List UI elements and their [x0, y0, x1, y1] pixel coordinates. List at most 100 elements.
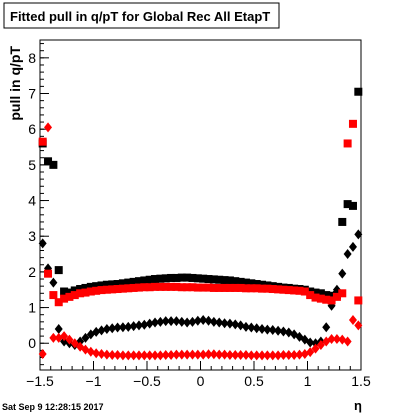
data-point-diamond [38, 348, 47, 359]
y-tick-label: 1 [28, 300, 36, 316]
data-point-diamond [156, 316, 165, 327]
data-point-square [134, 283, 143, 292]
data-point-diamond [332, 333, 341, 344]
data-point-diamond [177, 349, 186, 360]
data-point-square [188, 273, 197, 282]
data-point-square [311, 288, 320, 297]
data-point-square [236, 283, 245, 292]
data-point-diamond [38, 238, 47, 249]
x-tick-label: 0 [197, 373, 205, 389]
data-point-diamond [231, 319, 240, 330]
data-point-square [60, 287, 69, 296]
data-point-square [311, 293, 320, 302]
data-point-square [151, 282, 160, 291]
data-point-square [54, 266, 63, 275]
data-point-diamond [167, 316, 176, 327]
data-point-square [316, 294, 325, 303]
data-point-square [322, 291, 331, 300]
data-point-diamond [113, 322, 122, 333]
y-tick-label: 2 [28, 264, 36, 280]
data-point-square [49, 291, 58, 300]
data-point-square [113, 285, 122, 294]
data-point-square [92, 282, 101, 291]
title-box [3, 2, 280, 29]
y-tick-label: 4 [28, 193, 36, 209]
data-point-square [258, 284, 267, 293]
data-point-diamond [124, 321, 133, 332]
x-axis-label: η [354, 398, 362, 413]
data-point-diamond [241, 321, 250, 332]
data-point-diamond [204, 315, 213, 326]
data-point-square [172, 273, 181, 282]
data-point-diamond [343, 249, 352, 260]
data-point-square [81, 283, 90, 292]
data-point-square [60, 294, 69, 303]
data-point-diamond [183, 349, 192, 360]
data-point-square [268, 285, 277, 294]
data-point-square [204, 275, 213, 284]
data-point-square [284, 286, 293, 295]
data-point-square [274, 285, 283, 294]
data-point-square [97, 281, 106, 290]
data-point-diamond [247, 350, 256, 361]
data-point-square [70, 286, 79, 295]
x-tick-label: −0.5 [133, 373, 161, 389]
y-axis-label: pull in q/pT [7, 46, 23, 121]
data-point-square [86, 282, 95, 291]
data-point-square [167, 273, 176, 282]
data-point-square [231, 277, 240, 286]
data-point-diamond [102, 349, 111, 360]
data-point-diamond [338, 268, 347, 279]
data-point-square [188, 283, 197, 292]
data-point-square [247, 279, 256, 288]
data-point-diamond [49, 332, 58, 343]
data-point-diamond [134, 320, 143, 331]
data-point-diamond [183, 317, 192, 328]
data-point-square [44, 157, 53, 166]
data-point-diamond [274, 350, 283, 361]
data-point-square [252, 280, 261, 289]
data-point-square [204, 283, 213, 292]
data-point-diamond [274, 325, 283, 336]
data-point-diamond [118, 350, 127, 361]
data-point-diamond [268, 325, 277, 336]
data-point-diamond [263, 350, 272, 361]
data-point-square [102, 280, 111, 289]
data-point-square [161, 282, 170, 291]
data-point-square [65, 292, 74, 301]
data-point-diamond [140, 319, 149, 330]
data-point-diamond [49, 277, 58, 288]
data-point-diamond [129, 321, 138, 332]
data-point-square [220, 283, 229, 292]
data-point-diamond [172, 316, 181, 327]
data-point-square [183, 273, 192, 282]
data-point-square [124, 278, 133, 287]
data-point-diamond [348, 315, 357, 326]
data-point-diamond [204, 349, 213, 360]
data-point-square [151, 275, 160, 284]
data-point-diamond [81, 332, 90, 343]
data-point-square [322, 295, 331, 304]
data-point-diamond [316, 340, 325, 351]
data-point-diamond [231, 350, 240, 361]
data-point-square [348, 201, 357, 210]
data-point-square [81, 288, 90, 297]
data-point-diamond [241, 350, 250, 361]
timestamp-footer: Sat Sep 9 12:28:15 2017 [2, 402, 104, 412]
data-point-diamond [188, 349, 197, 360]
data-point-square [348, 119, 357, 128]
y-tick-label: 7 [28, 86, 36, 102]
data-point-diamond [44, 122, 53, 133]
data-point-diamond [188, 316, 197, 327]
data-point-diamond [108, 350, 117, 361]
data-point-diamond [167, 350, 176, 361]
data-point-square [193, 283, 202, 292]
data-marks [38, 87, 363, 361]
data-point-square [236, 277, 245, 286]
data-point-square [108, 285, 117, 294]
data-point-diamond [124, 350, 133, 361]
data-point-square [354, 87, 363, 96]
data-point-diamond [134, 350, 143, 361]
data-point-square [108, 280, 117, 289]
data-point-square [290, 286, 299, 295]
